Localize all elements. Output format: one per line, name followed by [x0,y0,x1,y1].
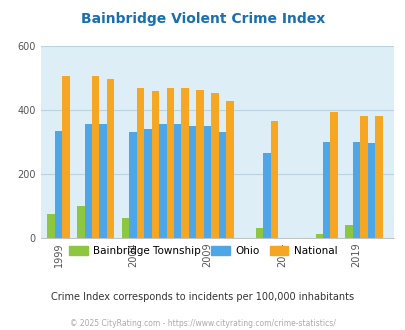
Bar [166,88,174,238]
Bar [159,124,166,238]
Bar [188,126,196,238]
Bar [92,76,99,238]
Bar [263,153,270,238]
Bar [151,91,159,238]
Bar [196,206,203,238]
Bar [92,194,99,238]
Bar [203,126,211,238]
Bar [374,116,382,238]
Bar [144,129,151,238]
Bar [211,212,218,238]
Text: Bainbridge Violent Crime Index: Bainbridge Violent Crime Index [81,12,324,25]
Bar [359,116,367,238]
Bar [270,120,278,238]
Bar [211,93,218,238]
Bar [181,88,188,238]
Bar [136,207,144,238]
Bar [47,214,55,238]
Bar [367,144,374,238]
Bar [315,234,322,238]
Bar [122,218,129,238]
Bar [352,142,359,238]
Bar [129,132,136,238]
Bar [218,132,226,238]
Bar [62,76,70,238]
Bar [322,142,330,238]
Bar [226,101,233,238]
Bar [55,131,62,238]
Bar [107,79,114,238]
Bar [99,124,107,238]
Bar [345,225,352,238]
Bar [196,90,203,238]
Bar [330,112,337,238]
Bar [151,201,159,238]
Text: © 2025 CityRating.com - https://www.cityrating.com/crime-statistics/: © 2025 CityRating.com - https://www.city… [70,319,335,328]
Bar [181,220,188,238]
Bar [359,225,367,238]
Bar [77,206,84,238]
Bar [166,217,174,238]
Text: Crime Index corresponds to incidents per 100,000 inhabitants: Crime Index corresponds to incidents per… [51,292,354,302]
Bar [84,124,92,238]
Bar [255,228,263,238]
Bar [136,88,144,238]
Bar [174,124,181,238]
Legend: Bainbridge Township, Ohio, National: Bainbridge Township, Ohio, National [64,242,341,260]
